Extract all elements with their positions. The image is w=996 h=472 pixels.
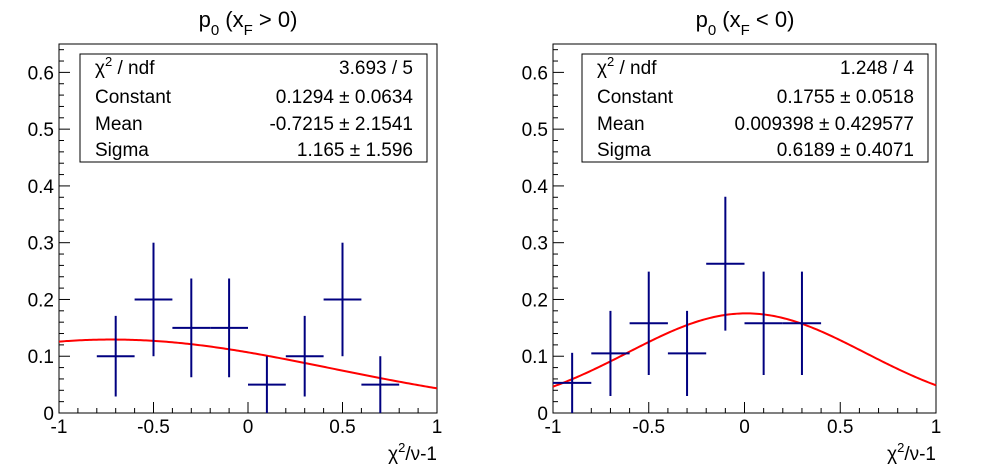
xlabel-rest: /ν-1 [904, 444, 936, 465]
stats-value: 0.1755 ± 0.0518 [777, 87, 914, 108]
title-subscript: 0 [211, 22, 219, 39]
stats-label: χ2 / ndf [597, 54, 657, 79]
chart-panel-1: -1 -0.5 0 0.5 100.10.20.30.40.50.6 χ2 / ndf 3.… [28, 7, 443, 465]
chart-title: p0 (xF > 0) [199, 7, 298, 39]
data-point [667, 310, 707, 396]
data-point [248, 356, 286, 413]
x-tick-label: 0 [739, 417, 750, 438]
data-point [285, 315, 324, 397]
y-tick-label: 0.5 [522, 120, 548, 141]
stats-value: -0.7215 ± 2.1541 [269, 114, 413, 135]
title-open: (x [716, 7, 740, 32]
x-tick-label: 1 [432, 417, 443, 438]
data-point [706, 196, 745, 331]
data-point [591, 310, 630, 396]
y-tick-label: 0.2 [28, 290, 54, 311]
y-tick-label: 0.3 [28, 234, 54, 255]
data-point [361, 356, 400, 413]
title-close: < 0) [750, 7, 795, 32]
chart-panel-2: -1 -0.5 0 0.5 100.10.20.30.40.50.6 χ2 / ndf 1.… [522, 7, 942, 465]
x-tick-label: 0.5 [329, 417, 355, 438]
stats-superscript: 2 [607, 54, 614, 69]
y-tick-label: 0 [537, 404, 548, 425]
xlabel-chi-symbol: χ [388, 444, 398, 465]
stats-box [581, 53, 929, 163]
stats-label-rest: / ndf [112, 58, 155, 79]
data-point [172, 278, 211, 378]
stats-box [79, 53, 428, 163]
stats-label: Mean [95, 114, 143, 135]
stats-value: 3.693 / 5 [339, 58, 413, 79]
y-tick-label: 0.3 [522, 234, 548, 255]
stats-chi-symbol: χ [95, 58, 105, 79]
x-tick-label: -0.5 [137, 417, 170, 438]
data-point [782, 271, 822, 375]
stats-label-rest: / ndf [614, 58, 657, 79]
data-point [744, 271, 783, 375]
x-tick-label: 0.5 [827, 417, 853, 438]
x-axis-label: χ2/ν-1 [887, 440, 936, 465]
title-open: (x [219, 7, 243, 32]
x-tick-label: 0 [243, 417, 254, 438]
x-tick-label: -1 [545, 417, 562, 438]
y-tick-label: 0.2 [522, 290, 548, 311]
fit-curve [58, 338, 438, 390]
data-point [210, 278, 248, 378]
stats-value: 1.165 ± 1.596 [297, 140, 413, 161]
stats-label: Constant [95, 87, 172, 108]
y-tick-label: 0 [43, 404, 54, 425]
xlabel-superscript: 2 [398, 440, 405, 455]
data-point [629, 271, 668, 375]
y-tick-label: 0.4 [522, 177, 549, 198]
xlabel-rest: /ν-1 [405, 444, 437, 465]
title-close: > 0) [253, 7, 298, 32]
stats-label: Mean [597, 114, 645, 135]
data-point [134, 242, 173, 357]
chart-title: p0 (xF < 0) [696, 7, 795, 39]
xlabel-superscript: 2 [897, 440, 904, 455]
y-tick-label: 0.1 [28, 347, 54, 368]
x-tick-label: -1 [51, 417, 68, 438]
title-subscript: F [741, 22, 750, 39]
stats-value: 0.1294 ± 0.0634 [276, 87, 414, 108]
data-point [553, 352, 592, 413]
y-tick-label: 0.4 [28, 177, 55, 198]
stats-label: Sigma [597, 140, 651, 161]
stats-chi-symbol: χ [597, 58, 607, 79]
title-subscript: F [244, 22, 253, 39]
x-axis-label: χ2/ν-1 [388, 440, 437, 465]
xlabel-chi-symbol: χ [887, 444, 897, 465]
y-tick-label: 0.6 [522, 63, 548, 84]
data-point [323, 242, 362, 357]
stats-label: Sigma [95, 140, 149, 161]
y-tick-label: 0.6 [28, 63, 54, 84]
fit-curve [552, 312, 937, 388]
stats-value: 0.6189 ± 0.4071 [777, 140, 914, 161]
stats-label: Constant [597, 87, 674, 108]
x-tick-label: 1 [931, 417, 942, 438]
data-point [96, 315, 135, 397]
title-main: p [199, 7, 211, 32]
title-subscript: 0 [708, 22, 716, 39]
title-main: p [696, 7, 708, 32]
stats-label: χ2 / ndf [95, 54, 155, 79]
stats-value: 0.009398 ± 0.429577 [735, 114, 914, 135]
x-tick-label: -0.5 [632, 417, 665, 438]
y-tick-label: 0.1 [522, 347, 548, 368]
stats-value: 1.248 / 4 [840, 58, 914, 79]
stats-superscript: 2 [105, 54, 112, 69]
y-tick-label: 0.5 [28, 120, 54, 141]
